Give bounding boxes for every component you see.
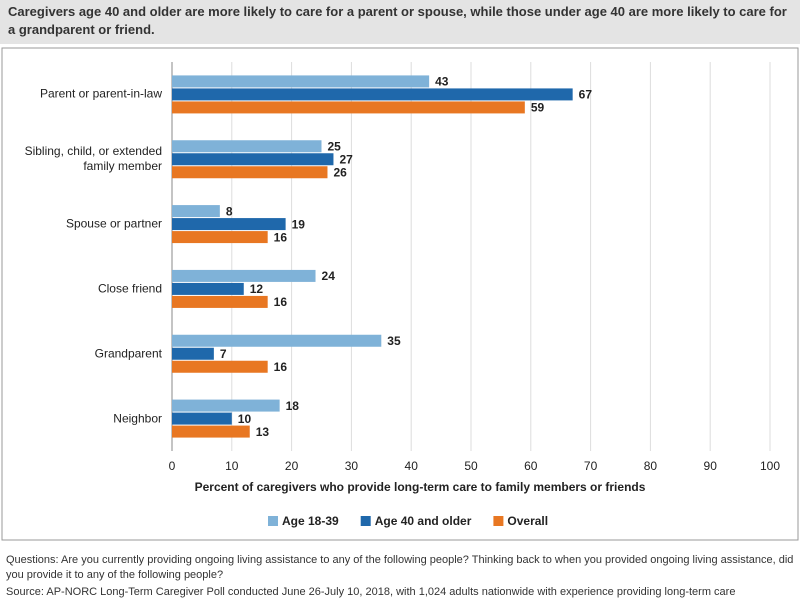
y-tick-label: Grandparent bbox=[94, 346, 162, 361]
y-tick-label: Neighbor bbox=[113, 411, 162, 426]
data-label: 16 bbox=[274, 360, 288, 374]
bar bbox=[172, 218, 286, 231]
x-axis-title: Percent of caregivers who provide long-t… bbox=[195, 480, 646, 494]
bar bbox=[172, 425, 250, 438]
data-label: 18 bbox=[286, 399, 300, 413]
chart-title: Caregivers age 40 and older are more lik… bbox=[0, 0, 800, 44]
x-tick-label: 40 bbox=[405, 459, 419, 473]
bar bbox=[172, 75, 430, 88]
notes: Questions: Are you currently providing o… bbox=[6, 554, 794, 581]
bar bbox=[172, 295, 268, 308]
data-label: 13 bbox=[256, 425, 270, 439]
y-tick-label: Spouse or partner bbox=[65, 216, 162, 231]
data-label: 16 bbox=[274, 295, 288, 309]
bar bbox=[172, 360, 268, 373]
y-tick-label: Parent or parent-in-law bbox=[39, 86, 162, 101]
data-label: 67 bbox=[579, 88, 593, 102]
bar bbox=[172, 269, 316, 282]
x-tick-label: 30 bbox=[345, 459, 359, 473]
data-label: 59 bbox=[531, 101, 545, 115]
data-label: 43 bbox=[435, 75, 449, 89]
data-label: 7 bbox=[220, 347, 227, 361]
bar bbox=[172, 399, 280, 412]
x-tick-label: 50 bbox=[464, 459, 478, 473]
x-tick-label: 90 bbox=[704, 459, 718, 473]
legend-label: Overall bbox=[507, 514, 548, 528]
legend-swatch bbox=[268, 516, 278, 526]
bar bbox=[172, 205, 220, 218]
data-label: 26 bbox=[333, 165, 347, 179]
x-tick-label: 20 bbox=[285, 459, 299, 473]
bar bbox=[172, 166, 328, 179]
chart-frame bbox=[1, 47, 799, 541]
data-label: 12 bbox=[250, 282, 264, 296]
bar bbox=[172, 412, 232, 425]
x-tick-label: 70 bbox=[584, 459, 598, 473]
x-tick-label: 80 bbox=[644, 459, 658, 473]
data-label: 27 bbox=[339, 152, 353, 166]
data-label: 16 bbox=[274, 230, 288, 244]
x-tick-label: 100 bbox=[760, 459, 780, 473]
legend-label: Age 18-39 bbox=[282, 514, 339, 528]
bar bbox=[172, 101, 525, 114]
data-label: 35 bbox=[387, 334, 401, 348]
bar bbox=[172, 140, 322, 153]
bar bbox=[172, 153, 334, 166]
data-label: 25 bbox=[328, 139, 342, 153]
legend-swatch bbox=[493, 516, 504, 526]
bar bbox=[172, 282, 244, 295]
bar bbox=[172, 231, 268, 244]
legend-swatch bbox=[360, 516, 371, 526]
y-tick-label: Close friend bbox=[97, 281, 162, 296]
data-label: 19 bbox=[292, 217, 306, 231]
data-label: 8 bbox=[226, 204, 233, 218]
x-tick-label: 60 bbox=[524, 459, 538, 473]
y-tick-label: Sibling, child, or extended family membe… bbox=[24, 144, 162, 174]
data-label: 10 bbox=[238, 412, 252, 426]
bar bbox=[172, 347, 214, 360]
bar bbox=[172, 334, 382, 347]
legend-label: Age 40 and older bbox=[375, 514, 472, 528]
source: Source: AP-NORC Long-Term Caregiver Poll… bbox=[6, 586, 736, 598]
x-tick-label: 0 bbox=[169, 459, 176, 473]
x-tick-label: 10 bbox=[225, 459, 239, 473]
data-label: 24 bbox=[322, 269, 336, 283]
bar bbox=[172, 88, 573, 101]
